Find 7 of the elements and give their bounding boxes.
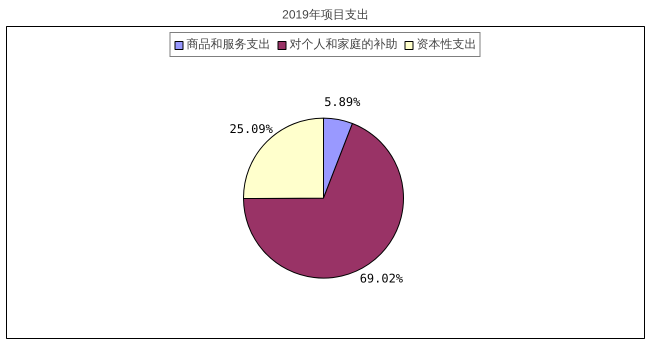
data-label: 69.02%	[360, 272, 404, 286]
legend-label: 商品和服务支出	[186, 36, 270, 53]
data-label: 5.89%	[324, 95, 362, 110]
legend-label: 资本性支出	[416, 36, 476, 53]
legend-label: 对个人和家庭的补助	[290, 36, 398, 53]
data-label: 25.09%	[230, 122, 274, 136]
chart-title: 2019年项目支出	[282, 8, 369, 22]
